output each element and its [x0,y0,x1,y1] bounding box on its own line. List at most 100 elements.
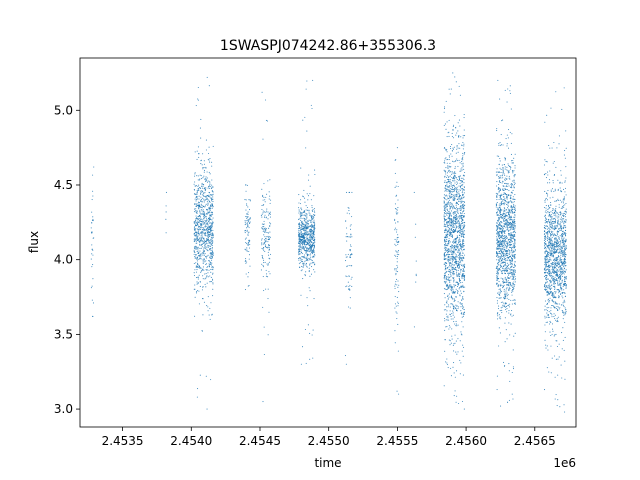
data-point [444,266,446,268]
data-point [462,284,464,286]
data-point [451,195,453,197]
data-point [265,269,267,271]
data-point [398,393,400,395]
data-point [452,197,454,199]
data-point [448,214,450,216]
data-point [205,187,207,189]
data-point [455,160,457,162]
data-point [448,196,451,198]
data-point [313,239,315,241]
data-point [346,233,348,235]
data-point [514,222,516,224]
data-point [508,322,510,324]
data-point [445,205,447,207]
data-point [458,226,461,228]
data-point [497,276,499,278]
data-point [210,244,212,246]
data-point [449,188,451,190]
data-point [509,217,511,219]
data-point [443,221,445,223]
data-point [499,310,501,312]
data-point [351,253,353,256]
data-point [198,258,200,261]
data-point [503,281,505,283]
data-point [446,267,448,269]
data-point [512,278,514,281]
data-point [506,194,508,196]
data-point [212,288,214,290]
data-point [452,278,455,280]
data-point [463,182,465,184]
data-point [209,194,212,196]
data-point [506,257,508,259]
data-point [309,264,311,266]
data-point [201,164,203,166]
data-point [444,240,446,243]
data-point [453,281,455,283]
data-point [497,219,499,222]
data-point [451,312,453,315]
data-point [452,259,454,261]
data-point [503,304,505,306]
data-point [444,269,446,271]
data-point [208,228,210,231]
data-point [459,94,461,96]
data-point [510,192,512,194]
data-point [347,281,349,283]
data-point [458,215,460,217]
data-point [462,257,465,259]
data-point [195,203,197,205]
data-point [297,257,300,260]
data-point [544,262,546,264]
data-point [445,301,447,303]
data-point [461,158,463,160]
data-point [457,213,459,215]
data-point [211,161,213,163]
data-point [460,254,462,256]
data-point [511,309,513,312]
data-point [444,320,446,322]
data-point [564,181,566,183]
data-point [201,246,203,248]
data-point [457,307,459,310]
data-point [451,221,453,223]
data-point [193,262,195,265]
data-point [445,281,447,283]
data-point [449,232,451,234]
data-point [458,220,460,222]
data-point [200,198,202,200]
data-point [249,221,251,223]
data-point [309,235,311,237]
data-point [310,259,312,261]
data-point [454,217,456,219]
data-point [453,225,455,227]
data-point [246,204,248,206]
data-point [200,208,202,211]
data-point [196,388,199,390]
data-point [302,253,304,255]
data-point [501,204,503,206]
data-point [450,206,452,208]
data-point [500,198,502,200]
data-point [165,232,167,234]
data-point [345,256,347,258]
data-point [458,239,460,241]
data-point [205,263,208,265]
data-point [498,198,500,200]
data-point [497,262,499,264]
data-point [397,234,399,236]
data-point [453,307,455,309]
data-point [195,276,198,279]
data-point [513,299,515,301]
data-point [306,238,308,240]
data-point [305,205,307,207]
data-point [244,220,246,222]
data-point [500,216,502,218]
data-point [458,200,460,202]
data-point [459,243,461,245]
data-point [302,244,304,246]
data-point [448,226,450,229]
data-point [496,155,498,157]
data-point [212,254,214,256]
data-point [449,182,451,184]
